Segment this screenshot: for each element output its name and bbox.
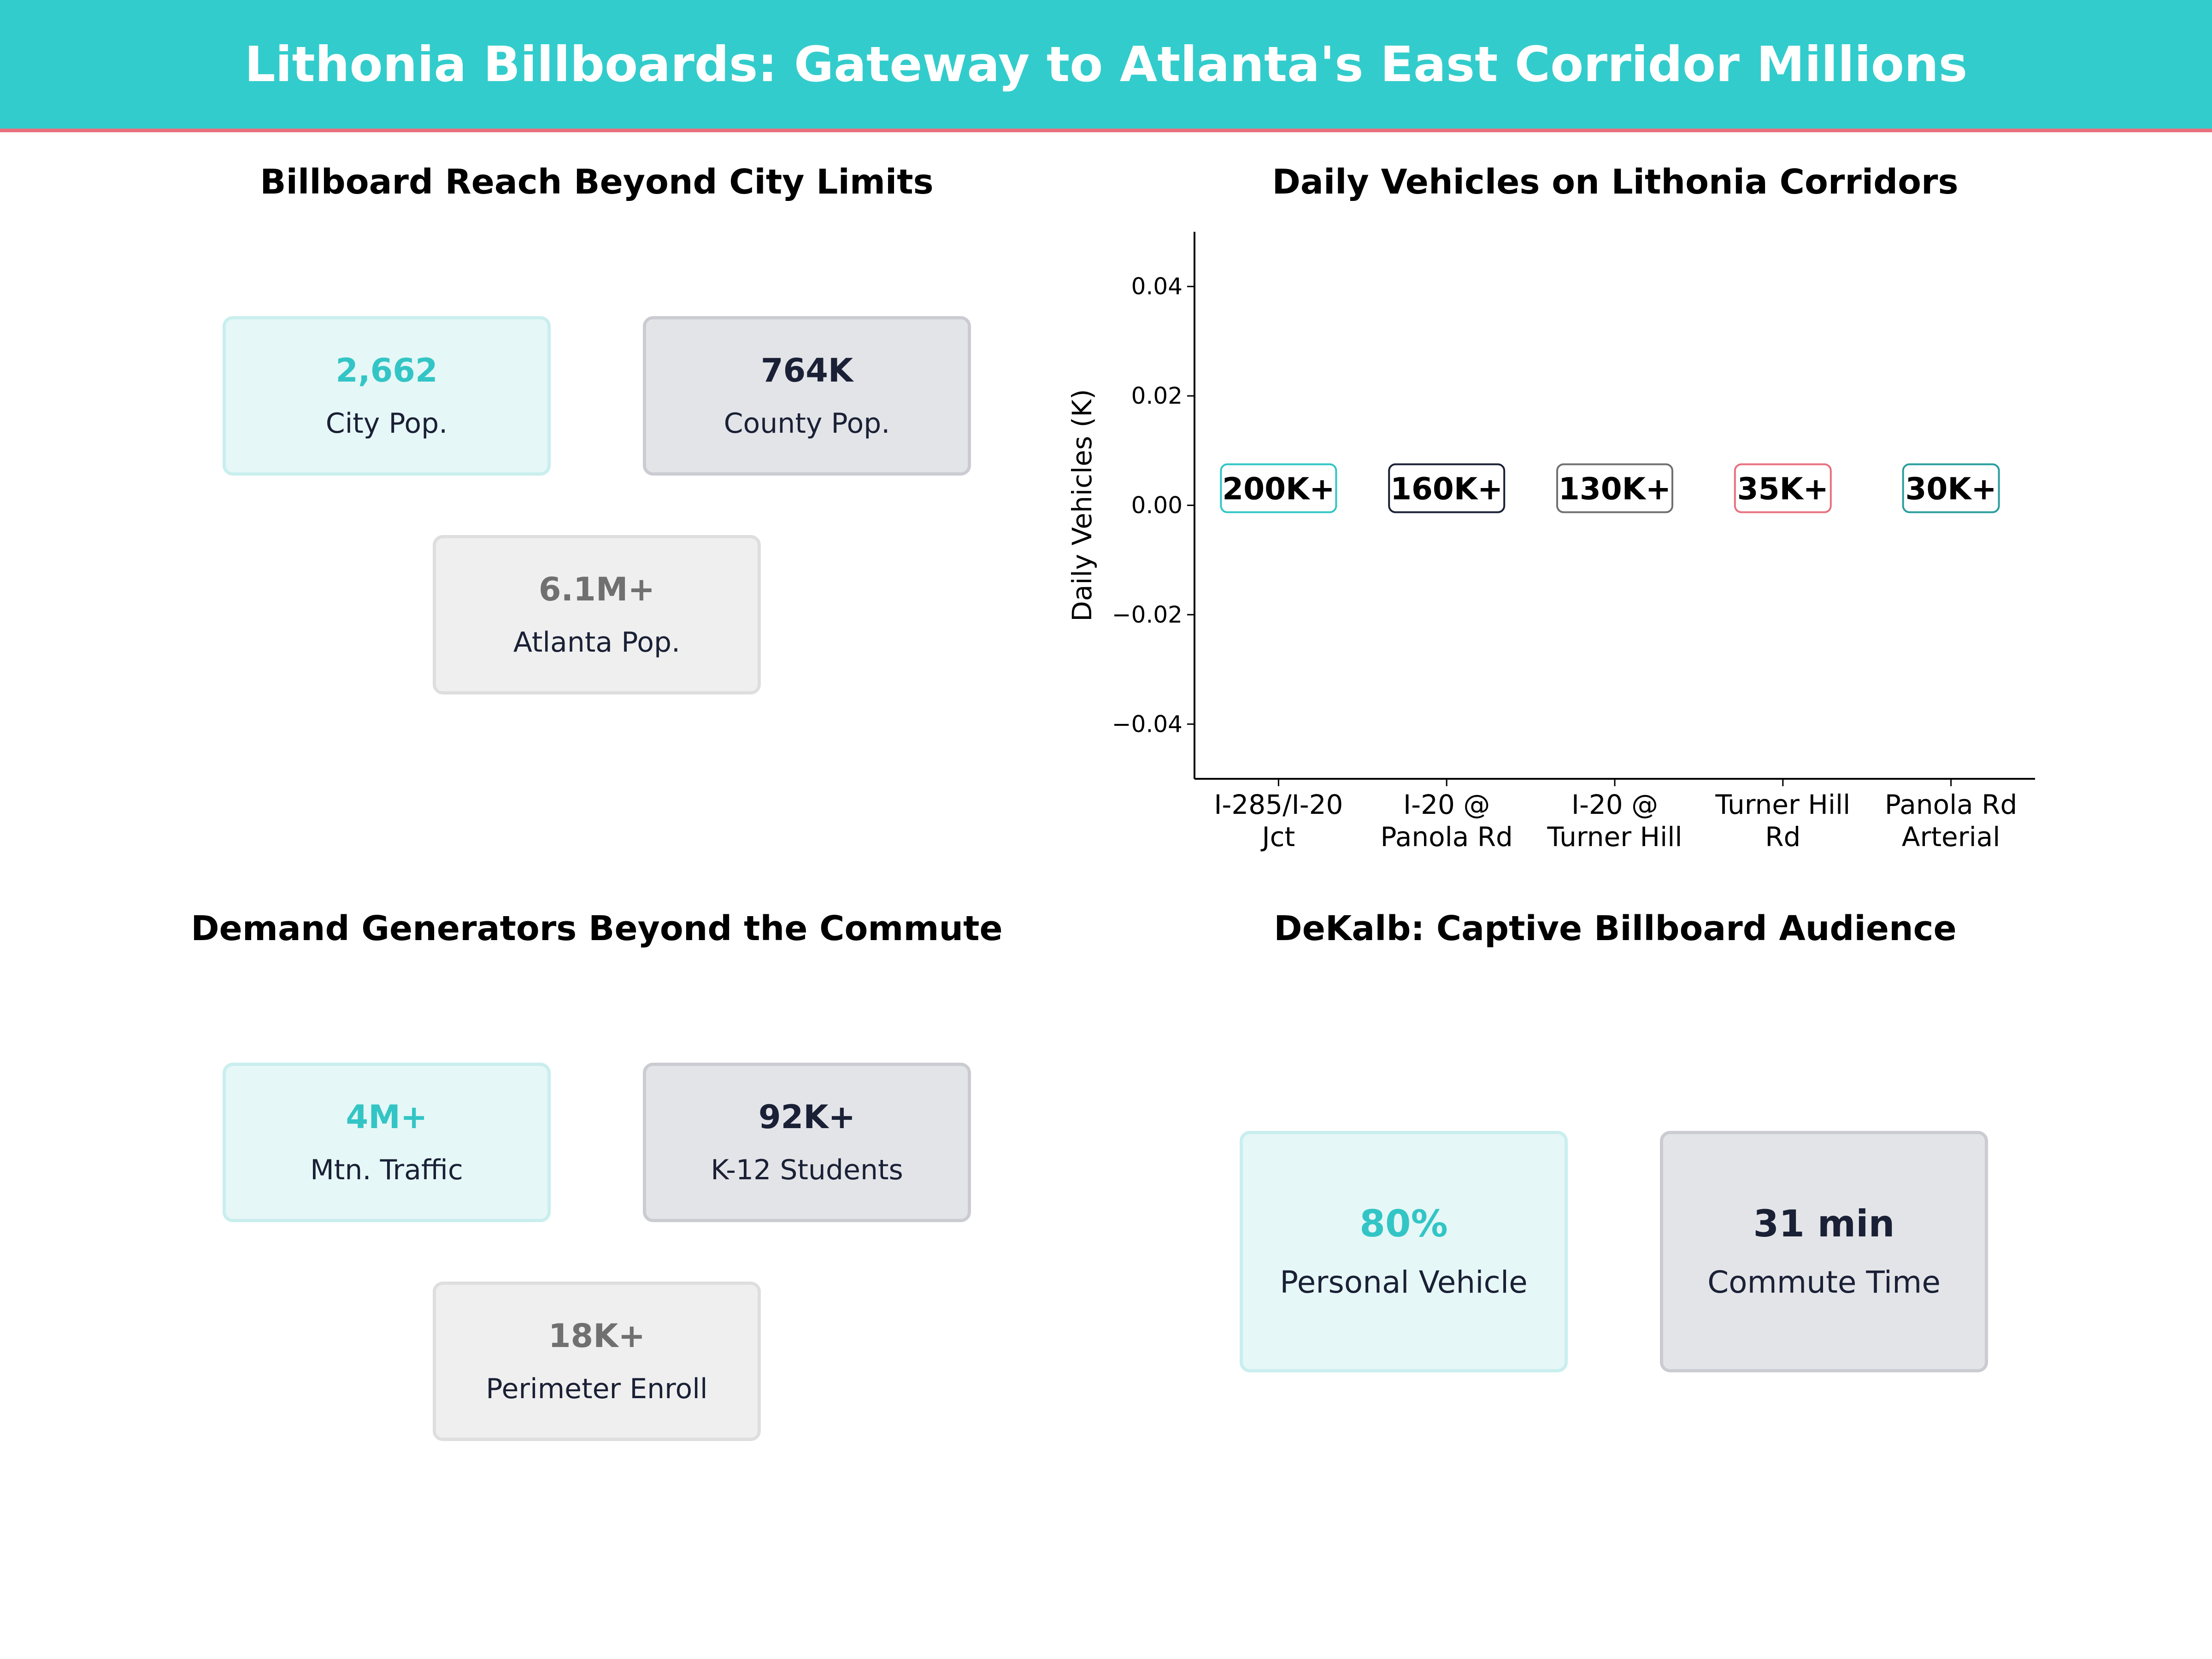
- county-pop-label: County Pop.: [724, 407, 890, 440]
- city-pop-value: 2,662: [335, 352, 438, 389]
- k12-students-value: 92K+: [758, 1098, 856, 1136]
- reach-panel-title: Billboard Reach Beyond City Limits: [260, 162, 934, 202]
- perimeter-enroll-card: 18K+ Perimeter Enroll: [433, 1282, 761, 1441]
- y-tick-label: 0.00: [1131, 492, 1182, 519]
- bar-value-box: [1902, 463, 2000, 513]
- bar-value-label: 35K+: [1737, 471, 1829, 507]
- bar-value-label: 160K+: [1390, 471, 1503, 507]
- dekalb-panel-title: DeKalb: Captive Billboard Audience: [1274, 909, 1957, 948]
- commute-time-card: 31 min Commute Time: [1660, 1131, 1988, 1372]
- bar-value-label: 30K+: [1905, 471, 1996, 507]
- x-tick-label: I-285/I-20: [1214, 789, 1343, 820]
- y-tick-label: −0.04: [1112, 711, 1182, 737]
- y-tick-label: −0.02: [1112, 601, 1182, 628]
- y-tick-label: 0.04: [1131, 273, 1182, 300]
- page-title: Lithonia Billboards: Gateway to Atlanta'…: [244, 36, 1968, 93]
- county-pop-value: 764K: [760, 352, 853, 389]
- x-tick-label: Turner Hill: [1715, 789, 1850, 820]
- header-banner: Lithonia Billboards: Gateway to Atlanta'…: [0, 0, 2212, 132]
- x-tick-label: Rd: [1765, 821, 1800, 853]
- mtn-traffic-value: 4M+: [346, 1098, 428, 1136]
- bar-value-label: 200K+: [1222, 471, 1335, 507]
- chart-title: Daily Vehicles on Lithonia Corridors: [1272, 162, 1959, 202]
- atlanta-pop-label: Atlanta Pop.: [513, 626, 681, 659]
- city-pop-card: 2,662 City Pop.: [223, 316, 551, 476]
- x-tick-label: Panola Rd: [1381, 821, 1513, 853]
- k12-students-label: K-12 Students: [711, 1154, 903, 1186]
- bar-value-box: [1220, 463, 1337, 513]
- bar-value-label: 130K+: [1559, 471, 1671, 507]
- y-axis-label: Daily Vehicles (K): [1066, 389, 1098, 622]
- y-tick-label: 0.02: [1131, 382, 1182, 409]
- bar-value-box: [1556, 463, 1673, 513]
- county-pop-card: 764K County Pop.: [643, 316, 971, 476]
- personal-vehicle-card: 80% Personal Vehicle: [1240, 1131, 1568, 1372]
- atlanta-pop-card: 6.1M+ Atlanta Pop.: [433, 535, 761, 694]
- perimeter-enroll-label: Perimeter Enroll: [486, 1373, 708, 1405]
- atlanta-pop-value: 6.1M+: [538, 571, 655, 608]
- commute-time-label: Commute Time: [1707, 1265, 1941, 1300]
- x-tick-label: Arterial: [1902, 821, 2000, 853]
- personal-vehicle-value: 80%: [1359, 1202, 1448, 1245]
- demand-panel-title: Demand Generators Beyond the Commute: [191, 909, 1003, 948]
- x-tick-label: I-20 @: [1403, 789, 1490, 820]
- city-pop-label: City Pop.: [325, 407, 448, 440]
- k12-students-card: 92K+ K-12 Students: [643, 1063, 971, 1222]
- bar-value-box: [1734, 463, 1832, 513]
- commute-time-value: 31 min: [1753, 1202, 1895, 1245]
- x-tick-label: Panola Rd: [1885, 789, 2017, 820]
- mtn-traffic-label: Mtn. Traffic: [310, 1154, 463, 1186]
- mtn-traffic-card: 4M+ Mtn. Traffic: [223, 1063, 551, 1222]
- x-tick-label: Turner Hill: [1547, 821, 1683, 853]
- perimeter-enroll-value: 18K+: [548, 1317, 646, 1355]
- bar-value-box: [1388, 463, 1506, 513]
- personal-vehicle-label: Personal Vehicle: [1280, 1265, 1528, 1300]
- x-tick-label: Jct: [1261, 821, 1295, 853]
- x-tick-label: I-20 @: [1571, 789, 1658, 820]
